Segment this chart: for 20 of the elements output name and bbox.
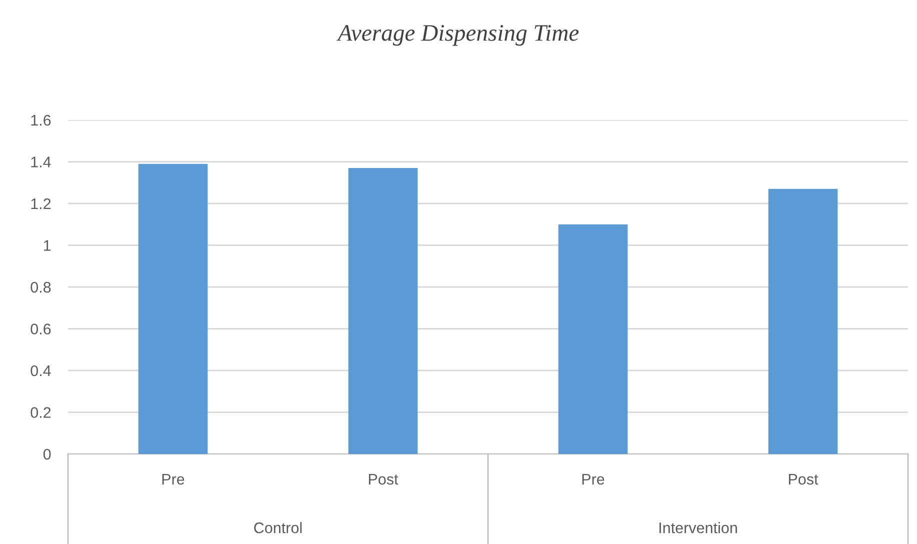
bar	[138, 164, 208, 454]
x-tick-label: Post	[788, 474, 818, 485]
y-tick-label: 0	[43, 448, 51, 460]
x-tick-label: Post	[368, 474, 398, 485]
y-tick-label: 0.4	[30, 365, 51, 376]
y-tick-label: 1.2	[31, 198, 51, 210]
text: Control	[254, 522, 302, 534]
y-tick-label: 0.8	[30, 282, 51, 293]
y-tick-label: 0.2	[30, 407, 51, 418]
y-tick-label: 0.6	[30, 324, 51, 334]
bar	[768, 188, 838, 454]
y-tick-label: 1.4	[31, 156, 51, 168]
chart-title: Average Dispensing Time	[336, 25, 579, 46]
y-tick-label: 1.6	[31, 114, 51, 126]
y-tick-label: 1	[44, 240, 51, 251]
text: Intervention	[659, 522, 737, 534]
x-tick-label: Pre	[162, 474, 184, 485]
x-tick-label: Pre	[582, 474, 604, 485]
bar	[348, 168, 418, 454]
bar	[558, 224, 628, 454]
